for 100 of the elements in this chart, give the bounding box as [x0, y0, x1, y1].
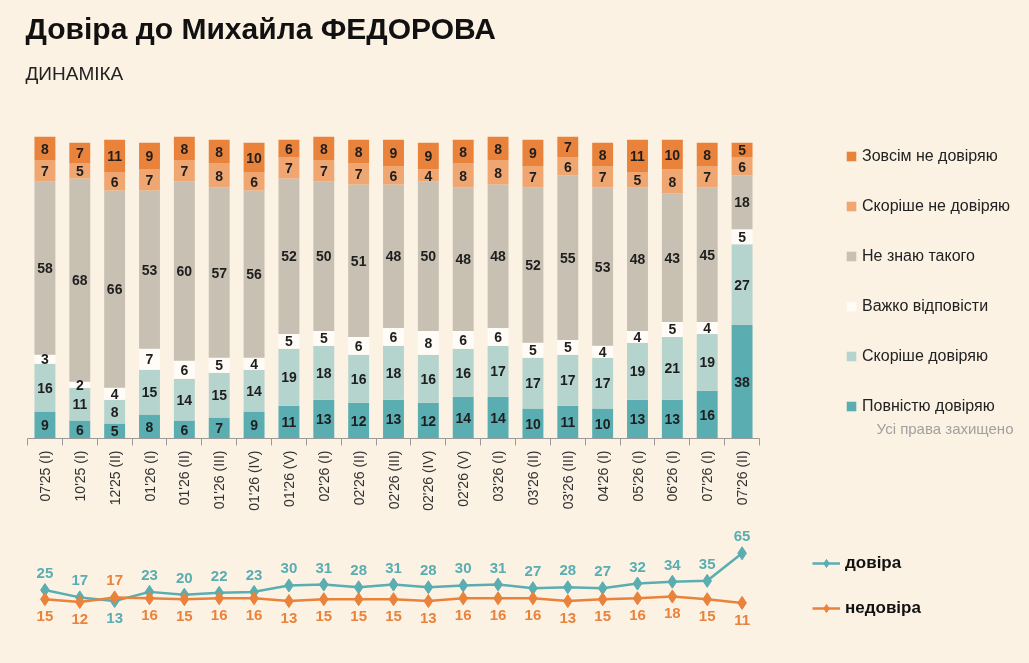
data-label: 7: [354, 166, 363, 183]
data-label: 11: [560, 414, 576, 431]
text: Усі права захищено: [876, 419, 1014, 437]
data-label: 8: [215, 167, 224, 184]
bar: [661, 193, 683, 322]
data-label: 16: [455, 364, 472, 381]
data-label: 4: [110, 385, 119, 402]
data-label: 4: [598, 343, 607, 360]
x-tick-label: 01'26 (III): [211, 450, 228, 510]
data-label: 15: [350, 607, 367, 625]
data-label: 48: [385, 248, 402, 265]
bar: [278, 178, 300, 334]
data-label: 4: [250, 355, 259, 372]
data-label: 3: [41, 351, 50, 368]
data-label: 13: [629, 411, 646, 428]
data-label: 7: [529, 169, 538, 186]
bar: [383, 184, 404, 328]
bar: [522, 357, 544, 409]
bar: [104, 190, 126, 388]
data-label: 19: [281, 369, 297, 386]
data-label: 38: [734, 373, 751, 390]
bar: [522, 187, 544, 343]
point: [458, 578, 469, 593]
data-label: 5: [110, 423, 119, 440]
data-label: 8: [145, 418, 154, 435]
point: [179, 592, 190, 607]
data-label: 17: [106, 571, 123, 589]
data-label: 10: [664, 146, 681, 163]
bar: [487, 345, 509, 397]
x-tick-label: 03'26 (I): [490, 450, 507, 502]
data-label: 12: [420, 412, 437, 429]
data-label: 22: [210, 566, 228, 584]
data-label: 11: [630, 148, 646, 165]
bar: [557, 354, 579, 406]
data-label: 27: [594, 562, 611, 580]
data-label: 6: [494, 328, 503, 345]
data-label: 13: [316, 411, 332, 428]
point: [667, 574, 678, 589]
data-label: 31: [315, 558, 333, 576]
x-tick-label: 12'25 (II): [106, 450, 123, 506]
data-label: 8: [598, 146, 607, 163]
data-label: 28: [350, 561, 367, 579]
x-tick-label: 02'26 (II): [350, 450, 367, 506]
bar: [173, 378, 195, 421]
data-label: 11: [281, 414, 297, 431]
data-label: 53: [594, 258, 611, 275]
data-label: 57: [211, 264, 228, 281]
data-label: 34: [664, 555, 682, 573]
data-label: 23: [141, 565, 158, 583]
data-label: 13: [420, 609, 437, 627]
data-label: 5: [668, 321, 677, 338]
data-label: 55: [560, 249, 576, 266]
data-label: 5: [563, 339, 572, 356]
legend-label: Скоріше не довіряю: [862, 196, 1011, 216]
bar: [173, 181, 195, 361]
data-label: 11: [107, 148, 123, 165]
data-label: 7: [180, 163, 189, 180]
bar: [139, 190, 160, 349]
data-label: 31: [489, 558, 507, 576]
data-label: 43: [664, 249, 681, 266]
bar: [139, 348, 160, 370]
point: [597, 592, 608, 607]
bar: [731, 324, 753, 439]
data-label: 16: [245, 606, 263, 624]
data-label: 8: [215, 143, 224, 160]
legend-label: Важко відповісти: [862, 296, 989, 316]
data-label: 6: [250, 173, 259, 190]
data-label: 32: [629, 557, 646, 575]
data-label: 5: [215, 357, 224, 374]
data-label: 48: [629, 251, 646, 268]
bar: [557, 136, 579, 158]
data-label: 17: [560, 372, 576, 389]
point: [388, 592, 399, 607]
data-label: 15: [141, 384, 158, 401]
data-label: 8: [354, 143, 363, 160]
data-label: 21: [664, 360, 681, 377]
data-label: 7: [75, 145, 84, 162]
bar: [627, 187, 648, 331]
bar: [278, 348, 300, 406]
bar: [173, 160, 195, 182]
data-label: 6: [738, 158, 747, 175]
point: [388, 577, 399, 592]
bar: [348, 184, 370, 337]
bar: [313, 345, 335, 400]
bar: [557, 175, 579, 340]
data-label: 9: [424, 148, 433, 165]
bar: [383, 345, 404, 400]
data-label: 8: [424, 334, 433, 351]
data-label: 15: [594, 607, 611, 625]
data-label: 18: [316, 364, 332, 381]
point: [353, 580, 364, 595]
data-label: 8: [494, 140, 503, 157]
bar: [348, 354, 370, 403]
point: [597, 581, 608, 596]
data-label: 13: [385, 411, 402, 428]
data-label: 6: [459, 331, 468, 348]
data-label: 8: [319, 140, 328, 157]
point: [667, 589, 678, 604]
data-label: 7: [319, 163, 328, 180]
point: [74, 594, 85, 609]
